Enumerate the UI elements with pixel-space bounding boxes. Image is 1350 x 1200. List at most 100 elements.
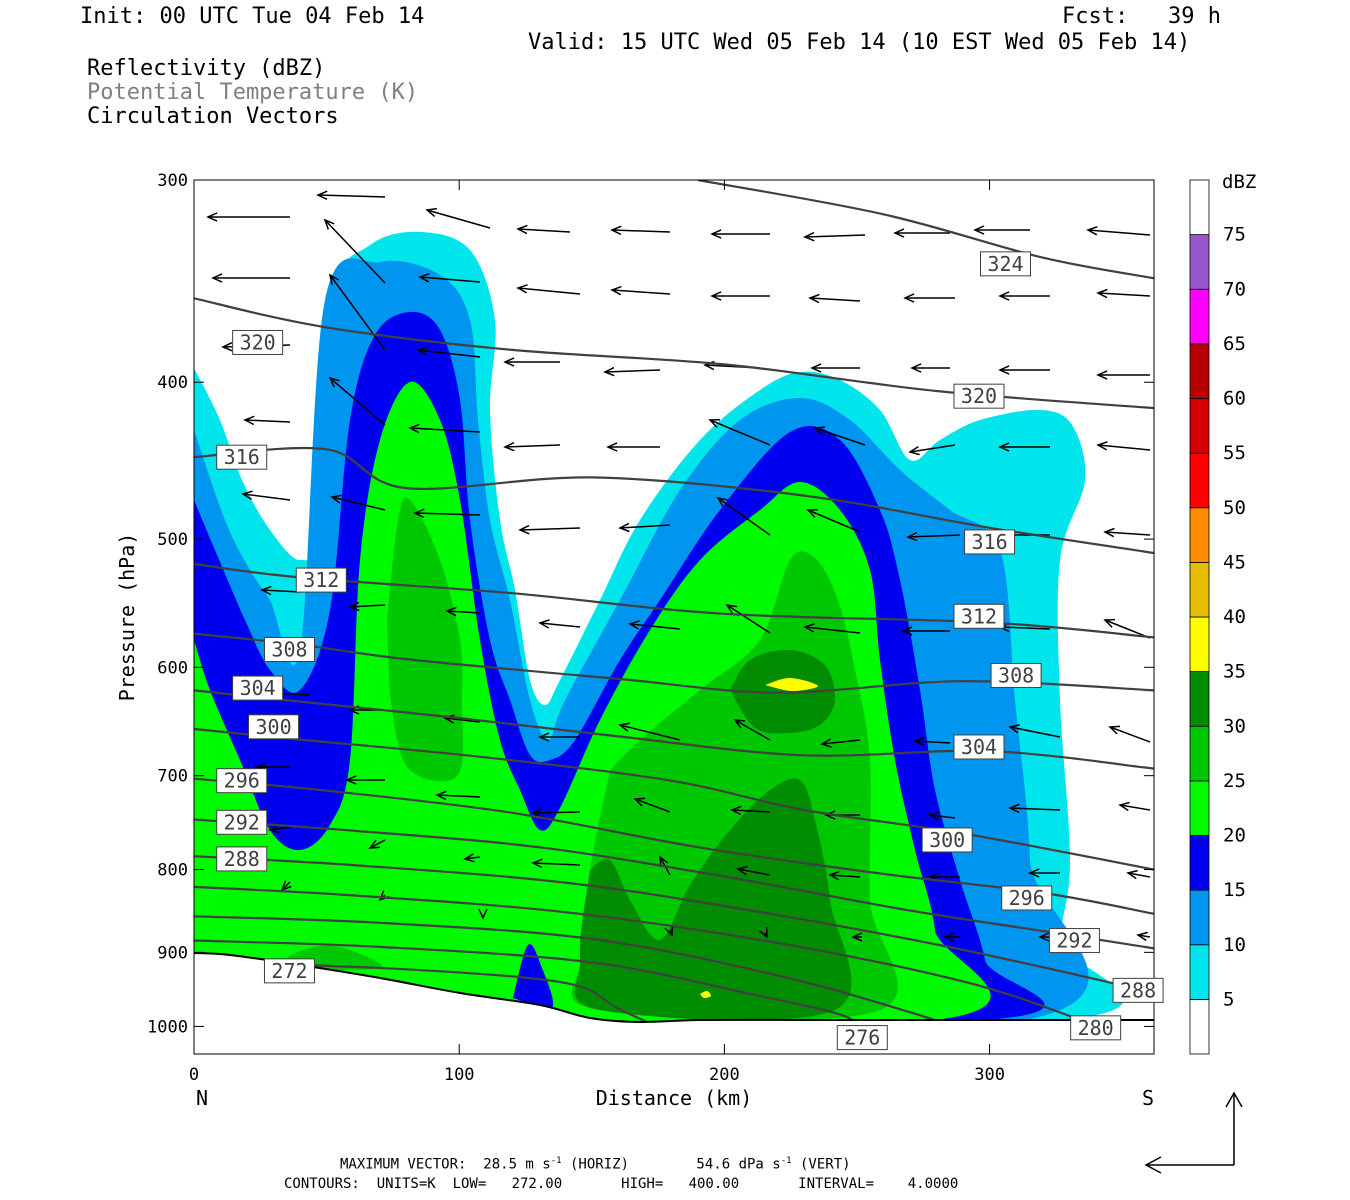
valid-time: Valid: 15 UTC Wed 05 Feb 14 (10 EST Wed …: [528, 30, 1191, 55]
vector-shaft: [1097, 292, 1151, 297]
vector-head: [906, 531, 918, 542]
vector-arrow: [998, 365, 1050, 375]
vector-shaft: [519, 527, 581, 531]
vector-head: [730, 805, 742, 816]
vector-head: [618, 722, 630, 732]
vector-head: [538, 619, 550, 629]
vector-shaft: [419, 276, 481, 283]
contour-label: 312: [953, 603, 1005, 629]
vector-head: [928, 811, 940, 821]
vector-head: [910, 363, 922, 373]
vector-shaft: [709, 419, 771, 446]
vector-arrow: [664, 924, 674, 937]
vector-shaft: [731, 809, 771, 813]
y-tick-label: 900: [157, 943, 188, 963]
colorbar-swatch: [1189, 889, 1210, 946]
vector-head: [463, 853, 475, 863]
vector-arrow: [1108, 725, 1151, 743]
contour-label-text: 296: [1009, 886, 1045, 910]
vector-arrow: [618, 522, 671, 533]
theta-contour-288: [194, 855, 1154, 996]
vector-arrow: [803, 623, 861, 634]
contour-labels: 324 320 320 316 316 312 312 308 308 304 304 300 300 2…: [216, 251, 1164, 1051]
vector-arrow: [408, 423, 481, 434]
colorbar-swatch: [1189, 835, 1210, 891]
vector-head: [708, 418, 721, 428]
refl-30: [574, 778, 852, 1021]
contour-label: 276: [836, 1025, 888, 1051]
contour-label: 304: [232, 675, 284, 701]
vector-shaft: [349, 604, 386, 608]
vector-head: [211, 273, 223, 283]
contour-label-text: 308: [998, 663, 1034, 687]
vector-head: [328, 273, 340, 285]
vector-shaft: [1097, 444, 1151, 451]
vector-arrow: [211, 273, 290, 283]
contour-label-text: 308: [271, 638, 307, 662]
vector-arrow: [736, 865, 771, 876]
vector-arrow: [758, 926, 768, 939]
colorbar-swatch: [1189, 780, 1210, 836]
vector-arrow: [348, 601, 386, 612]
vector-head: [716, 496, 728, 507]
contour-label-text: 292: [1056, 929, 1092, 953]
vector-head: [664, 924, 674, 937]
vector-arrow: [345, 775, 385, 785]
vector-head: [443, 714, 455, 724]
theta-contour-284: [194, 885, 1110, 1035]
contour-label-text: 324: [987, 252, 1023, 276]
contour-label: 292: [1048, 928, 1100, 954]
y-tick-label: 300: [157, 171, 188, 191]
vector-head: [1126, 869, 1138, 880]
vector-arrow: [463, 853, 481, 863]
vector-shaft: [317, 194, 386, 198]
vector-arrow: [1103, 527, 1151, 538]
vector-arrow: [206, 212, 290, 222]
vector-arrow: [516, 224, 571, 235]
vector-shaft: [829, 874, 861, 878]
contour-label-box: [979, 251, 1031, 277]
y-tick-label: 500: [157, 530, 188, 550]
contour-label-text: 304: [961, 735, 997, 759]
colorbar-tick-label: 75: [1223, 224, 1246, 246]
vector-arrow: [893, 228, 950, 238]
vector-shaft: [261, 589, 301, 593]
vector-head: [280, 880, 292, 892]
vector-shaft: [909, 444, 956, 453]
vector-shaft: [464, 856, 481, 860]
vector-head: [824, 810, 836, 820]
vector-arrow: [243, 415, 291, 426]
vector-arrow: [1008, 724, 1061, 738]
vector-arrow: [241, 490, 291, 501]
vector-arrow: [445, 606, 481, 617]
vector-arrow: [413, 508, 481, 519]
vector-arrow: [973, 225, 1030, 235]
vector-head: [221, 342, 233, 352]
vector-shaft: [734, 719, 771, 741]
vector-arrow: [803, 231, 866, 242]
contour-info: CONTOURS: UNITS=K LOW= 272.00 HIGH= 400.…: [284, 1176, 959, 1192]
vector-arrow: [908, 444, 956, 456]
contour-label-text: 312: [961, 604, 997, 628]
colorbar-tick-label: 40: [1223, 606, 1246, 628]
vector-head: [803, 231, 815, 242]
vector-head: [1118, 801, 1130, 812]
vector-shaft: [532, 811, 581, 814]
vector-arrow: [906, 531, 961, 542]
vector-head: [820, 738, 832, 748]
vector-head: [998, 291, 1010, 301]
contour-label-box: [232, 329, 284, 355]
vector-head: [330, 494, 342, 504]
vector-arrow: [1103, 618, 1151, 639]
vector-arrow: [910, 363, 950, 373]
vector-head: [901, 626, 913, 636]
contour-label: 308: [263, 637, 315, 663]
vector-arrow: [998, 291, 1050, 301]
south-label: S: [1142, 1086, 1154, 1110]
vector-arrow: [538, 732, 580, 742]
vector-arrow: [820, 738, 861, 748]
vector-head: [1086, 225, 1098, 236]
contour-label: 316: [964, 529, 1016, 555]
colorbar-tick-label: 30: [1223, 715, 1246, 737]
